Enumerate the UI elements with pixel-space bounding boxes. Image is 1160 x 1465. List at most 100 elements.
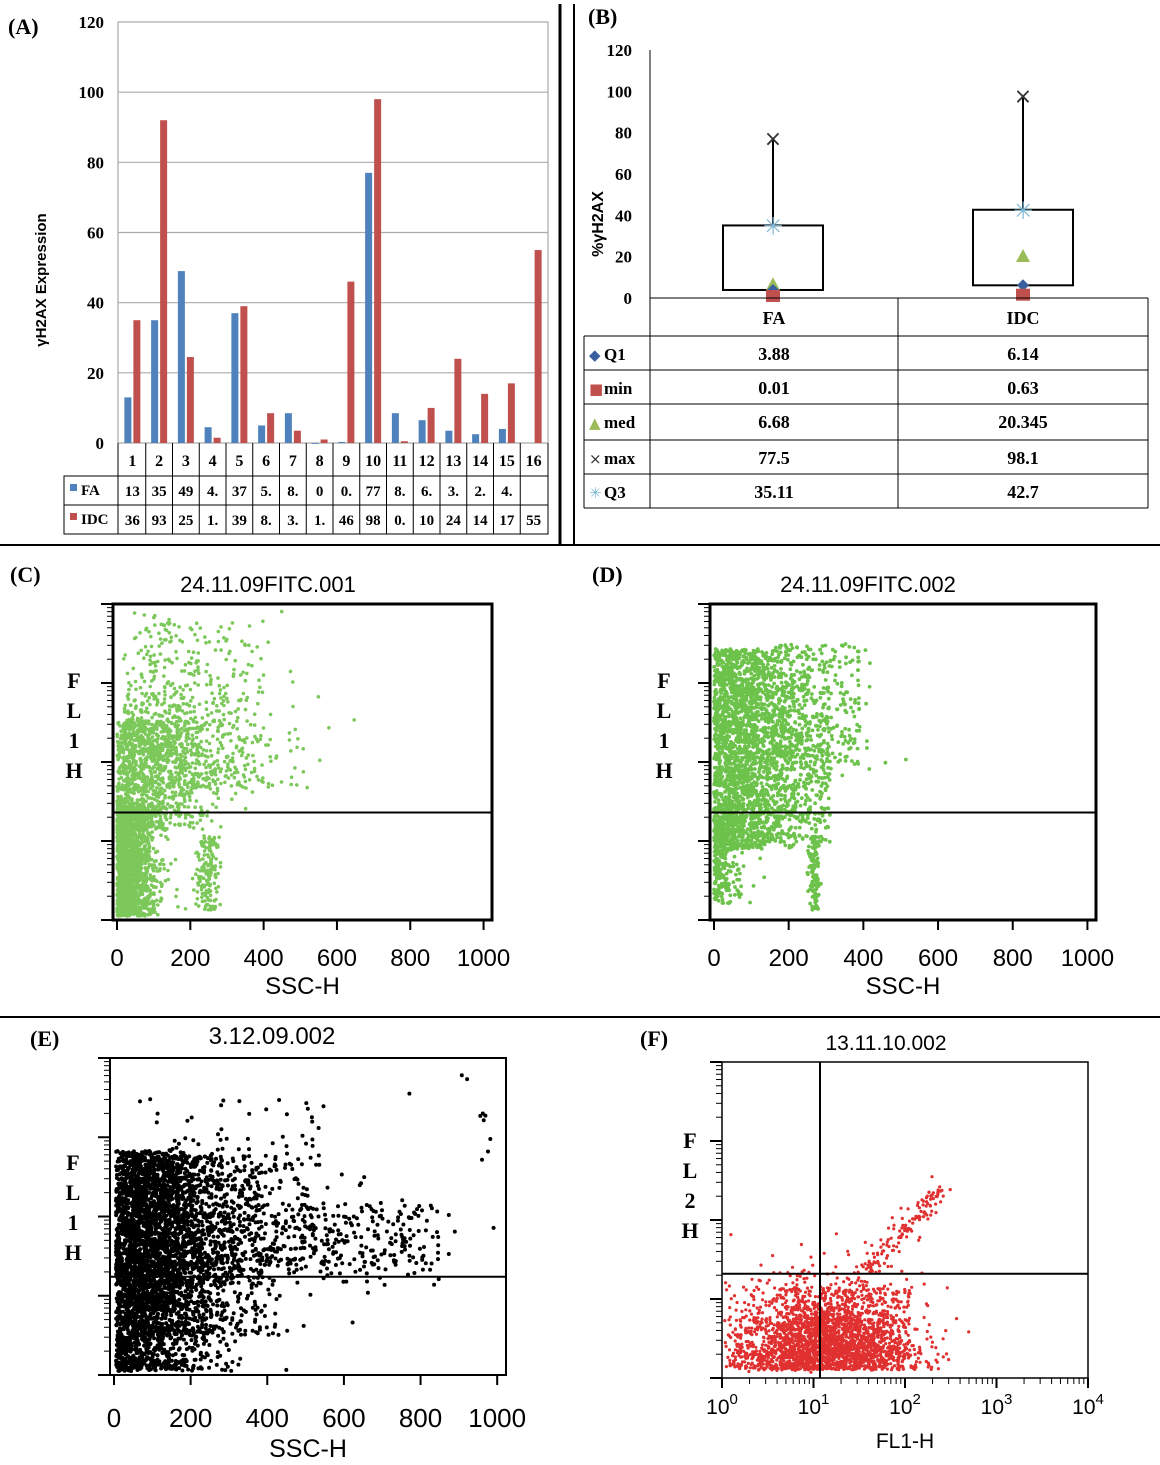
panel-c-label: (C): [10, 562, 41, 587]
panel-c-point: [152, 724, 156, 728]
panel-c-point: [151, 731, 156, 735]
panel-c-point: [122, 706, 127, 711]
panel-c-point: [131, 908, 136, 913]
panel-a-table-value-idc: 10: [419, 513, 434, 529]
panel-c-point: [227, 651, 231, 656]
panel-c-point: [289, 775, 294, 779]
panel-a-y-tick: 120: [79, 13, 105, 32]
panel-c-point: [229, 773, 234, 777]
panel-b-stat-value-q1: 6.14: [1007, 344, 1039, 364]
panel-c-point: [174, 706, 179, 711]
panel-c-point: [155, 702, 159, 707]
panel-a-table-value-idc: 25: [178, 513, 193, 529]
panel-c-point: [227, 721, 232, 726]
panel-d-point: [761, 744, 766, 748]
panel-c-point: [173, 857, 178, 862]
panel-a-bar-idc: [454, 358, 462, 443]
panel-b-stat-value-q3: 35.11: [754, 482, 794, 502]
panel-c-point: [192, 709, 196, 714]
panel-d-point: [795, 655, 800, 660]
panel-c-point: [207, 848, 212, 852]
panel-a-table-value-fa: 5.: [261, 484, 273, 500]
panel-c-point: [196, 754, 201, 758]
panel-a-bar-idc: [133, 320, 141, 443]
panel-c-point: [141, 818, 146, 822]
panel-c-point: [216, 729, 220, 733]
panel-c-point: [141, 805, 146, 810]
panel-c-point: [196, 750, 201, 755]
panel-c-point: [195, 747, 199, 752]
panel-c-point: [168, 733, 173, 738]
panel-c-point: [131, 806, 135, 811]
panel-c-point: [196, 683, 200, 687]
panel-c-point: [129, 887, 134, 892]
panel-c-point: [194, 799, 199, 803]
panel-a-category-label: 8: [316, 453, 324, 470]
panel-c-point: [167, 711, 172, 716]
panel-c-point: [122, 769, 126, 774]
panel-c-point: [155, 760, 160, 764]
panel-b-stat-symbol-max: ×: [589, 450, 602, 468]
panel-c-point: [226, 762, 230, 766]
panel-c-point: [183, 779, 187, 783]
panel-a-bar-fa: [124, 397, 132, 443]
panel-c-point: [172, 784, 176, 789]
panel-c-point: [151, 868, 156, 873]
panel-c-point: [150, 783, 155, 788]
panel-a-category-label: 13: [445, 453, 461, 470]
panel-c-point: [126, 709, 130, 713]
panel-c-point: [254, 737, 259, 741]
panel-c-point: [150, 821, 155, 825]
panel-c-y-axis-letter: 1: [69, 728, 80, 753]
panel-c-point: [250, 790, 255, 794]
panel-c-point: [123, 897, 128, 902]
panel-a-table-value-fa: 4.: [207, 484, 219, 500]
panel-c-point: [135, 803, 140, 808]
panel-c-point: [158, 814, 163, 818]
panel-c-point: [193, 805, 197, 809]
panel-c-point: [133, 774, 138, 778]
panel-c-point: [221, 698, 226, 703]
panel-c-point: [225, 696, 229, 701]
panel-c-point: [163, 879, 168, 883]
panel-a-category-label: 9: [342, 453, 350, 470]
panel-c-point: [183, 816, 188, 820]
panel-c-point: [252, 712, 257, 716]
panel-c-point: [115, 785, 119, 789]
panel-c-point: [150, 766, 155, 771]
panel-c-point: [176, 905, 180, 909]
panel-c-point: [189, 814, 193, 819]
panel-c-point: [202, 834, 206, 838]
panel-c-point: [153, 711, 158, 716]
panel-c-point: [121, 761, 125, 765]
panel-c-point: [208, 682, 213, 687]
panel-c-point: [185, 742, 190, 747]
panel-b-stat-name-min: min: [604, 379, 633, 398]
panel-c-point: [200, 844, 204, 848]
panel-c-point: [182, 804, 187, 809]
panel-c-point: [236, 707, 240, 711]
panel-c-point: [115, 863, 119, 867]
panel-c-point: [174, 634, 178, 638]
panel-c-point: [140, 691, 144, 696]
panel-c-point: [242, 738, 246, 742]
panel-c-point: [133, 864, 137, 868]
panel-c-x-tick: 0: [110, 945, 123, 972]
panel-c-point: [185, 789, 189, 794]
panel-d-points: [712, 642, 908, 912]
panel-c-point: [143, 866, 147, 870]
panel-c-point: [137, 887, 142, 891]
panel-a-y-axis-label: γH2AX Expression: [33, 213, 50, 346]
panel-c-point: [183, 663, 188, 667]
panel-c-point: [152, 677, 156, 681]
panel-c-point: [162, 862, 166, 867]
panel-c-point: [135, 841, 140, 846]
panel-c-point: [197, 742, 201, 747]
panel-c-point: [203, 635, 207, 639]
panel-c-point: [184, 739, 188, 743]
panel-c-point: [130, 903, 134, 908]
panel-c-point: [169, 639, 173, 643]
panel-c-point: [116, 831, 121, 835]
panel-c-point: [187, 660, 191, 665]
